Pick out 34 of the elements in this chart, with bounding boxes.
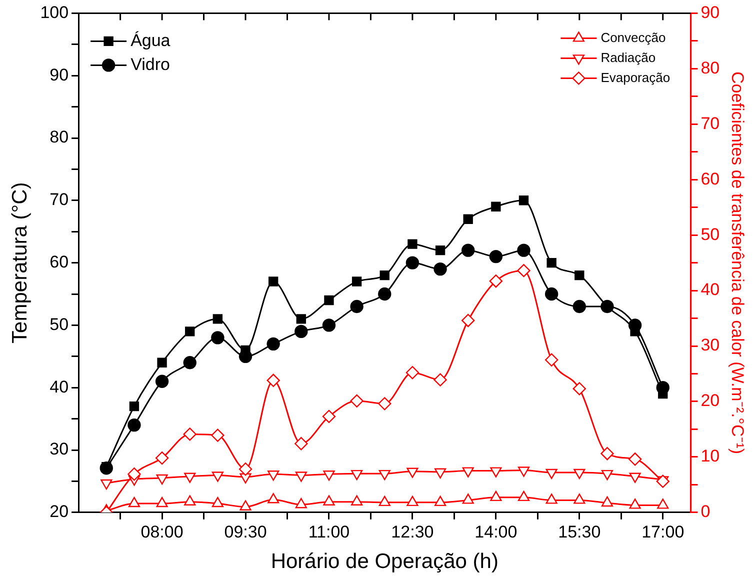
y-tick-label: 30 xyxy=(50,440,69,459)
x-tick-label: 08:00 xyxy=(140,522,184,542)
y-tick-label: 60 xyxy=(50,252,69,272)
y2-tick-label: 30 xyxy=(700,336,720,355)
y-tick-label: 50 xyxy=(50,314,69,334)
y-tick-label: 70 xyxy=(50,190,69,210)
x-tick-label: 11:00 xyxy=(308,522,350,542)
x-tick-label: 14:00 xyxy=(474,522,518,542)
y-tick-label: 20 xyxy=(50,502,69,522)
y2-tick-label: 0 xyxy=(700,502,710,522)
y2-tick-label: 80 xyxy=(700,58,720,78)
legend-label: Convecção xyxy=(600,30,666,45)
x-tick-label: 17:00 xyxy=(642,522,684,542)
y2-axis-title: Coeficientes de transferência de calor (W.m⁻².°C⁻¹) xyxy=(728,72,748,454)
x-tick-label: 12:30 xyxy=(391,522,434,542)
y-tick-label: 100 xyxy=(40,2,69,22)
y2-tick-label: 50 xyxy=(700,224,720,244)
y2-tick-label: 90 xyxy=(700,2,720,22)
y2-tick-label: 70 xyxy=(700,114,720,133)
legend-label: Vidro xyxy=(130,54,170,74)
y-tick-label: 90 xyxy=(50,65,69,84)
y2-tick-label: 40 xyxy=(700,280,720,300)
y2-tick-label: 60 xyxy=(700,169,720,188)
legend-label: Água xyxy=(130,30,171,50)
x-axis-title: Horário de Operação (h) xyxy=(270,550,498,574)
x-tick-label: 09:30 xyxy=(224,522,267,542)
y-axis-title: Temperatura (°C) xyxy=(8,182,32,344)
x-tick-label: 15:30 xyxy=(558,522,601,542)
y2-tick-label: 20 xyxy=(700,391,720,410)
legend-label: Evaporação xyxy=(600,70,670,85)
y-tick-label: 40 xyxy=(50,377,69,396)
legend-label: Radiação xyxy=(600,50,656,65)
y2-tick-label: 10 xyxy=(700,446,720,466)
y-tick-label: 80 xyxy=(50,128,69,147)
